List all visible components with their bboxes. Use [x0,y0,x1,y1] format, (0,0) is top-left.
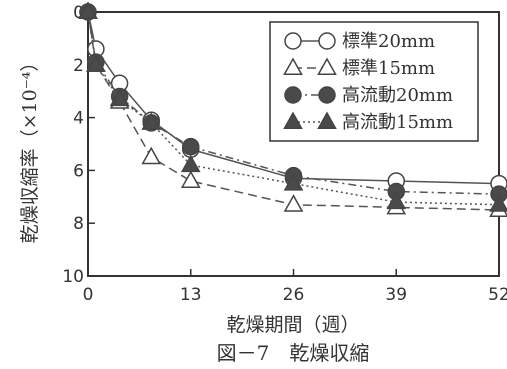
legend-entry: 標準20mm [284,31,435,52]
data-point [180,170,201,189]
data-point [141,146,162,165]
data-point [489,194,507,212]
y-tick-label: 8 [73,214,84,234]
data-point [141,112,162,130]
x-tick-label: 52 [488,285,507,305]
axis-ticks: 0 13 26 39 52 0 2 4 6 8 10 [62,3,507,305]
series-layer [78,1,507,218]
legend-label: 高流動15mm [342,112,453,133]
x-tick-label: 39 [385,285,407,305]
legend-label: 標準15mm [342,58,435,79]
data-point [109,88,130,107]
legend-marker [284,86,302,104]
x-tick-label: 26 [283,285,305,305]
legend-label: 高流動20mm [342,85,453,106]
legend-marker [317,57,337,76]
y-tick-label: 2 [73,56,84,76]
x-tick-label: 13 [180,285,202,305]
y-tick-label: 4 [73,109,84,129]
series-4 [78,1,507,212]
legend-entry: 標準15mm [283,57,435,79]
y-axis-title: 乾燥収縮率（×10⁻⁴） [19,53,41,244]
legend: 標準20mm 標準15mm 高流動20mm 高流動15mm [269,21,479,142]
data-point [283,173,304,191]
legend-entry: 高流動20mm [284,85,453,106]
data-point [283,194,304,212]
legend-marker [317,111,337,130]
y-tick-label: 0 [73,3,84,23]
x-axis-title: 乾燥期間（週） [226,314,359,336]
y-tick-label: 6 [73,161,84,181]
legend-label: 標準20mm [342,31,435,52]
legend-marker [284,32,302,50]
data-point [86,54,106,72]
y-tick-label: 10 [62,267,84,287]
figure-caption: 図－7 乾燥収縮 [217,341,370,365]
data-point [182,137,200,156]
legend-marker [318,32,336,50]
legend-items: 標準20mm 標準15mm 高流動20mm 高流動15mm [283,31,453,133]
legend-marker [318,86,336,104]
legend-marker [283,111,303,130]
legend-marker [283,57,303,76]
data-point [180,154,201,173]
x-tick-label: 0 [83,285,94,305]
legend-entry: 高流動15mm [283,111,453,133]
legend-box [269,21,479,142]
data-point [386,191,407,210]
data-point [78,1,98,20]
